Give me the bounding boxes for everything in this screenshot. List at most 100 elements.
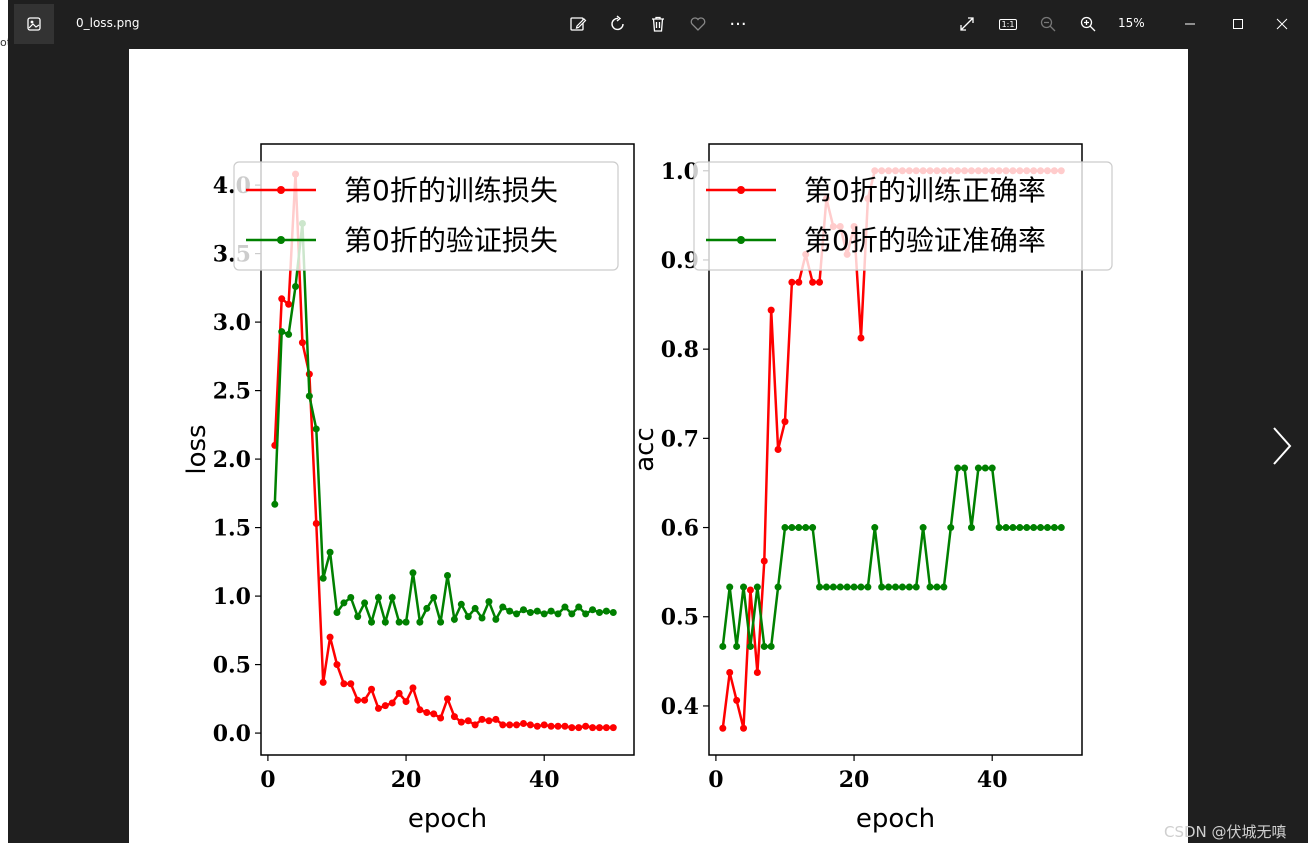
acc-y-tick-label: 0.4 bbox=[661, 694, 699, 720]
loss-series-1-point bbox=[540, 610, 548, 618]
loss-series-1-point bbox=[519, 606, 527, 614]
loss-series-0-point bbox=[333, 661, 341, 669]
acc-series-0-point bbox=[746, 586, 754, 594]
acc-series-1-point bbox=[802, 524, 810, 532]
minimize-button[interactable] bbox=[1174, 8, 1206, 40]
loss-series-1-point bbox=[602, 607, 610, 615]
file-name-label: 0_loss.png bbox=[76, 16, 140, 30]
loss-series-1-point bbox=[368, 618, 376, 626]
acc-series-1-point bbox=[878, 583, 886, 591]
loss-x-tick-label: 20 bbox=[391, 767, 422, 793]
loss-series-0-point bbox=[589, 724, 597, 732]
loss-series-1-point bbox=[513, 610, 521, 618]
acc-series-1-point bbox=[767, 642, 775, 650]
acc-series-1-point bbox=[1009, 524, 1017, 532]
loss-series-0-point bbox=[312, 519, 320, 527]
loss-series-1-point bbox=[333, 609, 341, 617]
loss-series-1-point bbox=[561, 603, 569, 611]
loss-series-1-point bbox=[416, 618, 424, 626]
loss-legend-box bbox=[233, 161, 619, 271]
loss-series-line-1 bbox=[273, 223, 614, 627]
acc-series-0-point bbox=[719, 724, 727, 732]
chevron-right-icon bbox=[1273, 427, 1292, 465]
loss-y-axis-label: loss bbox=[182, 424, 212, 474]
loss-series-0-point bbox=[409, 684, 417, 692]
close-icon bbox=[1276, 18, 1288, 30]
acc-series-1-point bbox=[898, 583, 906, 591]
delete-icon bbox=[652, 16, 664, 32]
loss-series-0-point bbox=[464, 717, 472, 725]
loss-series-1-point bbox=[271, 500, 279, 508]
favorite-button[interactable] bbox=[682, 8, 714, 40]
loss-series-1-point bbox=[381, 618, 389, 626]
edit-image-button[interactable] bbox=[562, 8, 594, 40]
acc-series-1-point bbox=[857, 583, 865, 591]
loss-series-0-point bbox=[533, 722, 541, 730]
photos-app-icon bbox=[27, 17, 41, 31]
acc-series-1-point bbox=[843, 583, 851, 591]
acc-series-1-point bbox=[988, 464, 996, 472]
acc-series-0-point bbox=[767, 306, 775, 314]
acc-series-1-point bbox=[912, 583, 920, 591]
loss-series-0-point bbox=[278, 295, 286, 303]
loss-y-tick-label: 0.5 bbox=[213, 653, 251, 679]
minimize-icon bbox=[1185, 23, 1195, 25]
loss-series-1-point bbox=[340, 599, 348, 607]
more-icon: ··· bbox=[729, 13, 747, 35]
acc-series-0-point bbox=[795, 278, 803, 286]
loss-series-0-point bbox=[485, 717, 493, 725]
loss-series-0-point bbox=[540, 721, 548, 729]
loss-series-1-point bbox=[492, 615, 500, 623]
more-button[interactable]: ··· bbox=[722, 8, 754, 40]
acc-series-1-point bbox=[885, 583, 893, 591]
loss-series-0-point bbox=[423, 709, 431, 717]
loss-series-1-point bbox=[319, 574, 327, 582]
acc-series-1-point bbox=[795, 524, 803, 532]
app-icon[interactable] bbox=[14, 4, 54, 44]
acc-series-1-point bbox=[967, 524, 975, 532]
fullscreen-button[interactable] bbox=[951, 8, 983, 40]
acc-axes-frame bbox=[708, 143, 1083, 756]
acc-y-tick-label: 0.5 bbox=[661, 605, 699, 631]
actual-size-button[interactable]: 1:1 bbox=[992, 8, 1024, 40]
acc-legend-marker-1 bbox=[737, 236, 745, 244]
loss-series-0-point bbox=[582, 722, 590, 730]
loss-x-tick-label: 0 bbox=[260, 767, 275, 793]
loss-y-tick-label: 3.0 bbox=[213, 310, 251, 336]
acc-y-tick-label: 1.0 bbox=[661, 159, 699, 185]
maximize-button[interactable] bbox=[1222, 8, 1254, 40]
acc-series-0-point bbox=[726, 668, 734, 676]
acc-series-1-point bbox=[981, 464, 989, 472]
zoom-in-button[interactable] bbox=[1072, 8, 1104, 40]
acc-series-1-point bbox=[1057, 524, 1065, 532]
loss-series-0-point bbox=[354, 696, 362, 704]
title-bar: 0_loss.png ··· bbox=[8, 0, 1308, 48]
loss-series-1-point bbox=[402, 618, 410, 626]
acc-series-1-point bbox=[940, 583, 948, 591]
delete-button[interactable] bbox=[642, 8, 674, 40]
maximize-icon bbox=[1233, 19, 1243, 29]
acc-series-1-point bbox=[1016, 524, 1024, 532]
loss-series-0-point bbox=[602, 724, 610, 732]
loss-series-1-point bbox=[278, 328, 286, 336]
loss-series-0-point bbox=[499, 721, 507, 729]
loss-series-1-point bbox=[595, 609, 603, 617]
next-image-button[interactable] bbox=[1264, 420, 1300, 472]
acc-series-1-point bbox=[816, 583, 824, 591]
acc-series-1-point bbox=[947, 524, 955, 532]
rotate-icon bbox=[611, 15, 624, 31]
loss-series-0-point bbox=[340, 680, 348, 688]
loss-series-0-point bbox=[561, 722, 569, 730]
acc-series-line-1 bbox=[721, 466, 1062, 648]
close-button[interactable] bbox=[1266, 8, 1298, 40]
loss-legend-label-1: 第0折的验证损失 bbox=[344, 224, 558, 257]
acc-series-1-point bbox=[726, 583, 734, 591]
zoom-in-icon bbox=[1080, 16, 1096, 32]
acc-series-0-point bbox=[781, 418, 789, 426]
loss-legend-marker-1 bbox=[277, 236, 285, 244]
rotate-button[interactable] bbox=[602, 8, 634, 40]
zoom-out-button[interactable] bbox=[1032, 8, 1064, 40]
loss-series-0-point bbox=[319, 678, 327, 686]
loss-series-1-point bbox=[285, 330, 293, 338]
acc-series-1-point bbox=[961, 464, 969, 472]
